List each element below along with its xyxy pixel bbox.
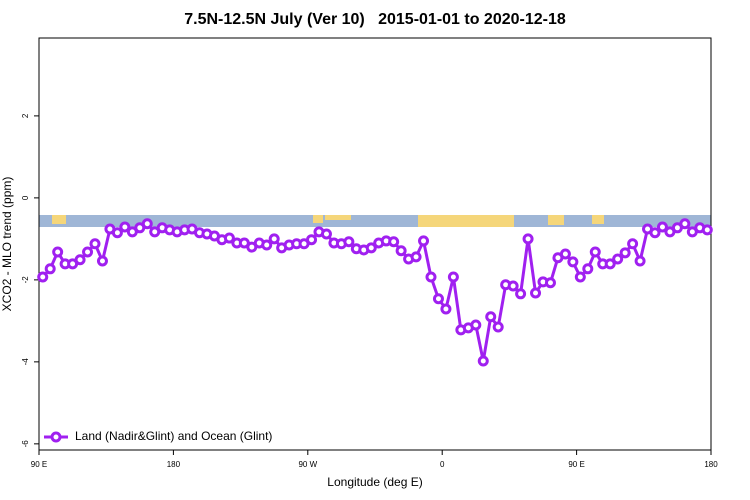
point <box>492 321 504 333</box>
point <box>634 255 646 267</box>
point <box>37 271 49 283</box>
point <box>485 311 497 323</box>
point <box>701 224 713 236</box>
point <box>447 271 459 283</box>
plot-frame <box>38 37 712 451</box>
point <box>679 218 691 230</box>
point <box>410 251 422 263</box>
point <box>567 256 579 268</box>
point <box>82 246 94 258</box>
point <box>582 263 594 275</box>
point <box>96 255 108 267</box>
point <box>656 221 668 233</box>
point <box>530 287 542 299</box>
point <box>589 246 601 258</box>
x-axis-label: Longitude (deg E) <box>327 475 422 489</box>
point <box>320 228 332 240</box>
point <box>612 253 624 265</box>
x-tick-label: 90 E <box>31 460 47 469</box>
point <box>388 236 400 248</box>
point <box>470 319 482 331</box>
y-tick-label: 0 <box>21 195 30 200</box>
point <box>52 246 64 258</box>
point <box>44 263 56 275</box>
y-tick-label: -2 <box>21 276 30 284</box>
x-tick-label: 90 W <box>298 460 317 469</box>
point <box>395 245 407 257</box>
point <box>306 234 318 246</box>
point <box>141 218 153 230</box>
point <box>425 271 437 283</box>
point <box>74 254 86 266</box>
point <box>477 355 489 367</box>
point <box>365 242 377 254</box>
point <box>627 238 639 250</box>
point <box>574 271 586 283</box>
land-ocean-strip <box>39 215 711 227</box>
point <box>544 277 556 289</box>
point <box>223 232 235 244</box>
point <box>619 247 631 259</box>
point <box>261 239 273 251</box>
x-tick-label: 180 <box>704 460 718 469</box>
point <box>119 221 131 233</box>
point <box>111 227 123 239</box>
y-tick-label: -6 <box>21 440 30 448</box>
legend-marker <box>50 431 62 443</box>
legend: Land (Nadir&Glint) and Ocean (Glint) <box>44 429 272 443</box>
point <box>89 238 101 250</box>
x-tick-label: 90 E <box>568 460 584 469</box>
point <box>507 280 519 292</box>
y-axis-label: XCO2 - MLO trend (ppm) <box>0 177 14 312</box>
y-tick-label: -4 <box>21 358 30 366</box>
y-tick-label: 2 <box>21 113 30 118</box>
point <box>343 236 355 248</box>
point <box>418 235 430 247</box>
x-tick-label: 180 <box>167 460 181 469</box>
chart-title: 7.5N-12.5N July (Ver 10) 2015-01-01 to 2… <box>184 11 566 28</box>
point <box>604 258 616 270</box>
point <box>559 248 571 260</box>
point <box>649 227 661 239</box>
point <box>432 293 444 305</box>
x-tick-label: 0 <box>440 460 445 469</box>
point <box>440 303 452 315</box>
legend-label: Land (Nadir&Glint) and Ocean (Glint) <box>75 429 272 443</box>
point <box>515 288 527 300</box>
point <box>522 233 534 245</box>
point <box>268 233 280 245</box>
